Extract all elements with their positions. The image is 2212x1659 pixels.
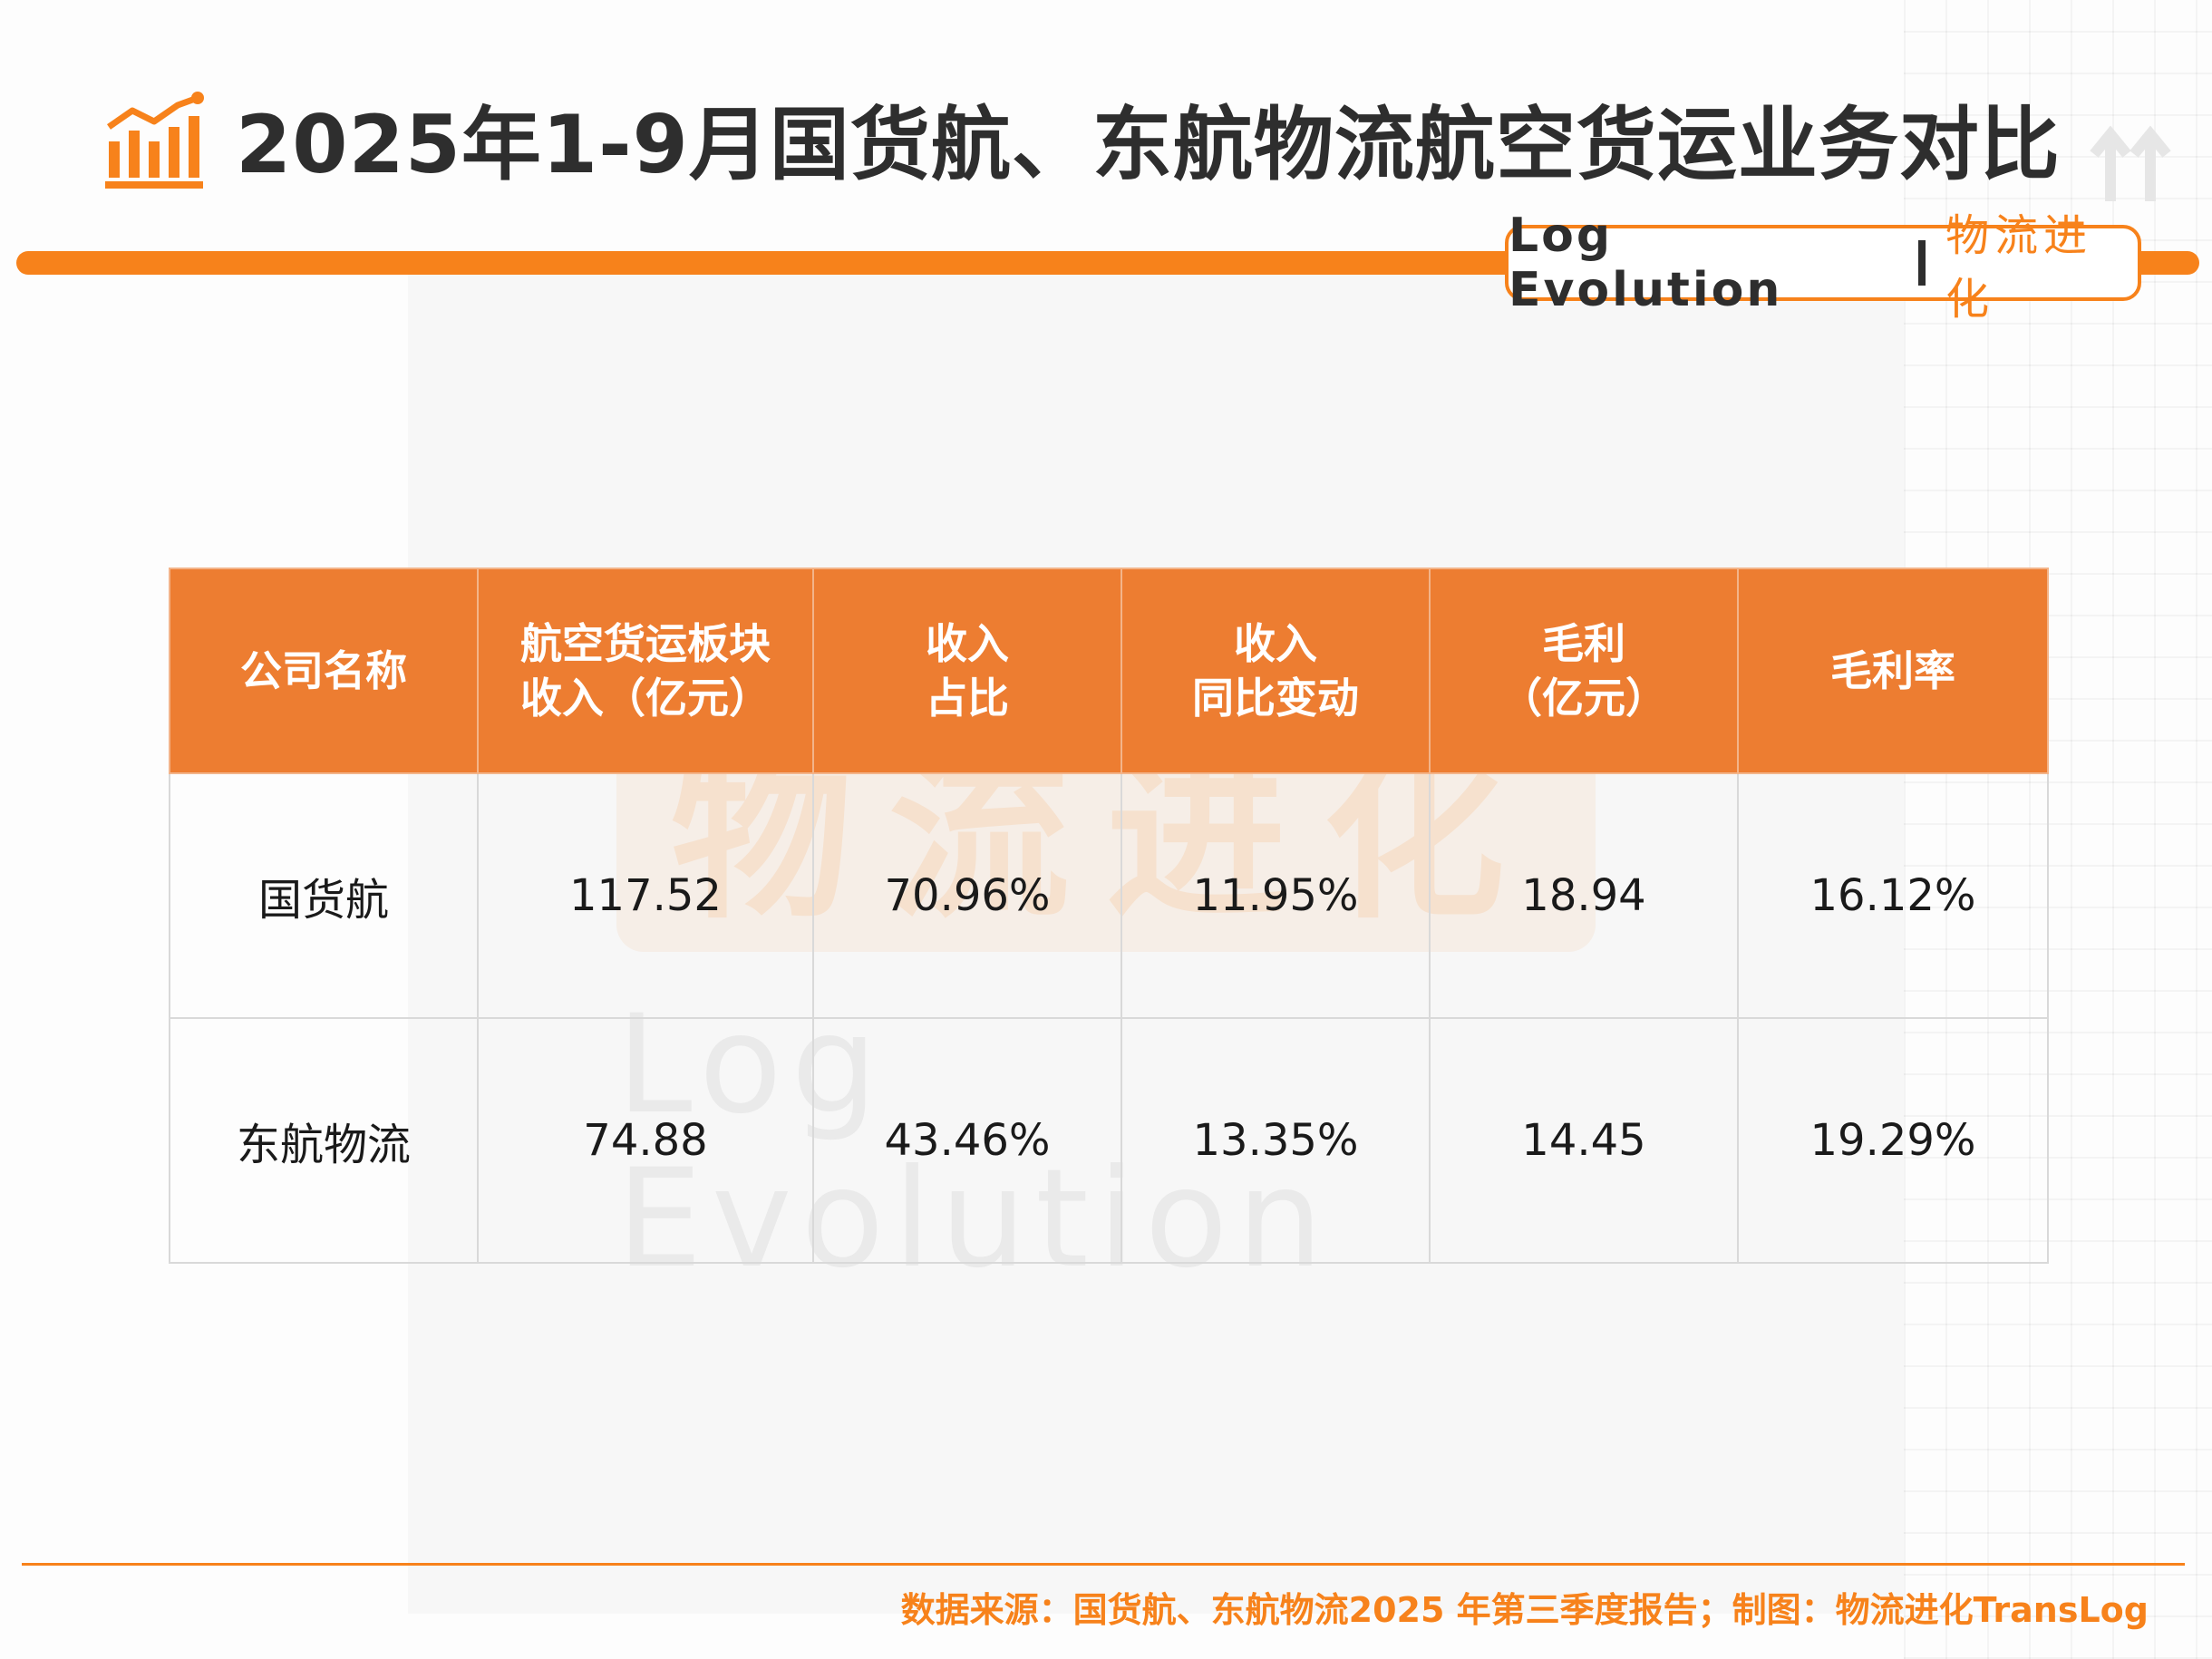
- up-arrows-icon: [2090, 125, 2171, 201]
- table-cell: 国货航: [169, 772, 479, 1019]
- brand-name-cn: 物流进化: [1945, 210, 2093, 325]
- table-row: 东航物流 74.88 43.46% 13.35% 14.45 19.29%: [169, 1017, 2049, 1264]
- col-header-line: 航空货运板块: [520, 619, 771, 668]
- table-cell: 14.45: [1429, 1017, 1739, 1264]
- col-header-revenue: 航空货运板块 收入（亿元）: [477, 568, 814, 774]
- col-header-line: 占比: [926, 674, 1009, 723]
- comparison-table: 公司名称 航空货运板块 收入（亿元） 收入 占比 收入 同比变动 毛利 （亿元） 毛利率…: [169, 568, 2049, 1264]
- col-header-line: 收入: [1234, 619, 1317, 668]
- table-cell: 东航物流: [169, 1017, 479, 1264]
- brand-badge: Log Evolution 物流进化: [1505, 209, 2141, 325]
- brand-name-en: Log Evolution: [1509, 209, 1783, 317]
- table-cell: 11.95%: [1121, 772, 1431, 1019]
- table-cell: 16.12%: [1737, 772, 2049, 1019]
- col-header-line: 同比变动: [1192, 674, 1359, 723]
- col-header-line: （亿元）: [1500, 674, 1667, 723]
- table-cell: 13.35%: [1121, 1017, 1431, 1264]
- col-header-line: 收入（亿元）: [520, 674, 771, 723]
- col-header-gross-margin: 毛利率: [1737, 568, 2049, 774]
- brand-separator: [1918, 240, 1926, 286]
- col-header-line: 毛利率: [1830, 646, 1955, 695]
- col-header-revenue-share: 收入 占比: [812, 568, 1122, 774]
- table-row: 国货航 117.52 70.96% 11.95% 18.94 16.12%: [169, 772, 2049, 1019]
- table-cell: 43.46%: [812, 1017, 1122, 1264]
- page-title: 2025年1-9月国货航、东航物流航空货运业务对比: [236, 98, 2061, 191]
- col-header-revenue-yoy: 收入 同比变动: [1121, 568, 1431, 774]
- col-header-line: 毛利: [1542, 619, 1625, 668]
- col-header-company: 公司名称: [169, 568, 479, 774]
- source-note: 数据来源：国货航、东航物流2025 年第三季度报告；制图：物流进化TransLo…: [900, 1590, 2149, 1630]
- header: 2025年1-9月国货航、东航物流航空货运业务对比 Log Evolution …: [0, 0, 2212, 326]
- footer-divider: [22, 1563, 2185, 1566]
- table-cell: 18.94: [1429, 772, 1739, 1019]
- table-cell: 70.96%: [812, 772, 1122, 1019]
- table-header-row: 公司名称 航空货运板块 收入（亿元） 收入 占比 收入 同比变动 毛利 （亿元） 毛利率: [169, 568, 2049, 774]
- col-header-line: 收入: [926, 619, 1009, 668]
- table-cell: 74.88: [477, 1017, 814, 1264]
- col-header-line: 公司名称: [240, 646, 407, 695]
- table-cell: 19.29%: [1737, 1017, 2049, 1264]
- col-header-gross-profit: 毛利 （亿元）: [1429, 568, 1739, 774]
- table-cell: 117.52: [477, 772, 814, 1019]
- bar-chart-trend-icon: [105, 92, 204, 189]
